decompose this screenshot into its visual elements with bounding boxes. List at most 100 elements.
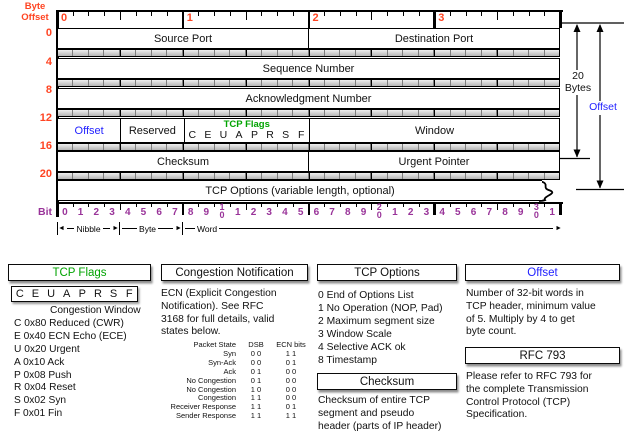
field-row: Offset Reserved TCP Flags C E U A P R S F Window <box>57 118 560 143</box>
byte-offset-number: 4 <box>45 56 52 68</box>
ruler-tick <box>324 10 326 16</box>
ecn-table-cell: 1 1 <box>285 411 297 421</box>
field-label: Urgent Pointer <box>398 155 470 168</box>
field-label: Checksum <box>157 155 209 168</box>
flag-definition-line: C 0x80 Reduced (CWR) <box>14 317 124 329</box>
ruler-tick <box>119 10 121 20</box>
ruler-tick <box>528 202 530 207</box>
field-row: TCP Options (variable length, optional) <box>57 180 542 201</box>
ruler-tick <box>181 10 185 28</box>
field-row: Source Port Destination Port <box>57 28 560 49</box>
bit-number: 2 <box>93 207 100 218</box>
nibble-span-label: Nibble <box>76 223 101 234</box>
ruler-tick <box>104 202 106 207</box>
byte-span-label: Byte <box>139 223 157 234</box>
bit-grid-separator <box>57 79 560 87</box>
ecn-table-cell: Syn-Ack <box>208 357 236 367</box>
flag-letter: C <box>15 288 24 300</box>
bit-number: 1 <box>77 207 84 218</box>
field-offset: Offset <box>58 119 120 142</box>
tcp-option-line: 2 Maximum segment size <box>318 316 435 327</box>
field-row: Acknowledgment Number <box>57 88 560 109</box>
bit-grid-separator <box>57 109 560 117</box>
bit-number: 5 <box>297 207 304 218</box>
ruler-tick <box>292 10 294 16</box>
ecn-table-cell: 0 0 <box>285 375 297 385</box>
ecn-table-cell: Packet State <box>193 340 236 349</box>
ecn-table-cell: 0 1 <box>285 402 297 412</box>
ecn-table-cell: 0 0 <box>250 348 262 358</box>
field-label: TCP Options (variable length, optional) <box>205 184 395 197</box>
bit-number: 4 <box>282 207 288 218</box>
offset-description: Number of 32-bit words in TCP header, mi… <box>466 288 596 338</box>
ruler-tick <box>277 10 279 16</box>
ruler-tick <box>167 202 169 207</box>
field-label: Source Port <box>153 32 213 45</box>
ruler-tick <box>418 10 420 16</box>
bit-number: 9 <box>360 207 367 218</box>
legend-title-tcp-options: TCP Options <box>317 264 457 281</box>
bit-number: 5 <box>455 207 461 218</box>
field-label: Destination Port <box>394 32 474 45</box>
flag-definition-line: E 0x40 ECN Echo (ECE) <box>14 330 127 342</box>
bit-number: 1 <box>234 207 241 218</box>
ecn-table-cell: Syn <box>223 348 236 358</box>
flag-letter: E <box>31 288 40 300</box>
ruler-tick <box>135 10 137 16</box>
ruler-tick <box>402 202 404 207</box>
ruler-tick <box>151 202 153 207</box>
flag-letter: U <box>47 288 56 300</box>
ecn-state-table: Packet State DSB ECN bits Syn 0 0 1 1 Syn-Ack 0… <box>164 340 312 421</box>
byte-ruler-number: 0 <box>61 12 68 24</box>
legend-title-tcp-flags: TCP Flags <box>8 264 151 281</box>
bit-number: 6 <box>313 207 320 218</box>
bit-number: 8 <box>502 207 508 218</box>
tcp-option-line: 3 Window Scale <box>318 329 392 340</box>
ecn-table-cell: 0 0 <box>250 357 262 367</box>
congestion-description: ECN (Explicit Congestion Notification). … <box>161 288 277 338</box>
ruler-tick <box>402 10 404 16</box>
bit-number: 8 <box>345 207 351 218</box>
tcp-options-list: 0 End of Options List 1 No Operation (NOP… <box>318 289 460 367</box>
bit-number: 6 <box>470 207 477 218</box>
legend-title-rfc-793: RFC 793 <box>465 347 620 364</box>
tcp-option-line: 1 No Operation (NOP, Pad) <box>318 303 443 314</box>
ecn-table-cell: 1 1 <box>250 411 262 421</box>
ruler-tick <box>261 202 263 207</box>
byte-offset-number: 20 <box>39 168 52 180</box>
ecn-table-cell: 1 1 <box>285 348 297 358</box>
byte-span: Byte ► <box>120 222 183 235</box>
byte-ruler-number: 1 <box>186 12 193 24</box>
flag-letter: P <box>251 129 259 142</box>
field-tcp-flags: TCP Flags C E U A P R S F <box>183 119 310 142</box>
ruler-tick <box>214 10 216 16</box>
bit-number: 2 0 <box>376 202 382 220</box>
nibble-span: ◄ Nibble ► <box>57 222 120 235</box>
bit-number: 1 <box>549 207 555 218</box>
bit-number: 3 <box>266 207 272 218</box>
ruler-tick <box>497 202 499 210</box>
legend-title-checksum: Checksum <box>317 373 457 390</box>
bit-number: 3 0 <box>533 202 539 220</box>
ruler-tick <box>371 202 373 210</box>
flag-definition-line: U 0x20 Urgent <box>14 343 80 355</box>
legend-title-congestion-notification: Congestion Notification <box>161 264 308 281</box>
field-label: Offset <box>74 124 104 137</box>
ruler-tick <box>261 10 263 16</box>
flag-definitions-list: Congestion Window C 0x80 Reduced (CWR) E 0… <box>14 305 156 421</box>
ecn-table-cell: 0 0 <box>285 366 297 376</box>
field-label: Window <box>414 124 455 137</box>
ecn-table-cell: 0 1 <box>250 375 262 385</box>
field-row: Sequence Number <box>57 58 560 79</box>
ecn-table-cell: Receiver Response <box>170 402 236 412</box>
left-arrow-icon: ◄ <box>58 224 65 232</box>
field-destination-port: Destination Port <box>308 29 559 48</box>
ruler-tick <box>387 202 389 207</box>
ecn-table-cell: No Congestion <box>186 375 236 385</box>
flag-definition-line: S 0x02 Syn <box>14 395 67 407</box>
ruler-tick <box>245 10 247 20</box>
bit-number: 4 <box>439 207 445 218</box>
tcp-option-line: 0 End of Options List <box>318 290 414 301</box>
field-row: Checksum Urgent Pointer <box>57 151 560 172</box>
